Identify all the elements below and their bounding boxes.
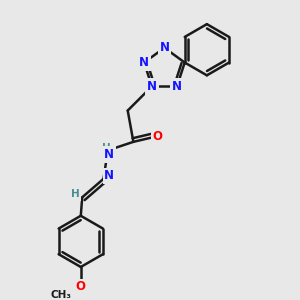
Text: N: N — [139, 56, 149, 69]
Text: N: N — [147, 80, 157, 93]
Text: H: H — [71, 190, 80, 200]
Text: N: N — [159, 41, 170, 54]
Text: N: N — [104, 148, 114, 161]
Text: O: O — [153, 130, 163, 143]
Text: O: O — [76, 280, 86, 293]
Text: H: H — [102, 142, 111, 152]
Text: N: N — [104, 169, 114, 182]
Text: CH₃: CH₃ — [50, 290, 71, 300]
Text: N: N — [172, 80, 182, 93]
